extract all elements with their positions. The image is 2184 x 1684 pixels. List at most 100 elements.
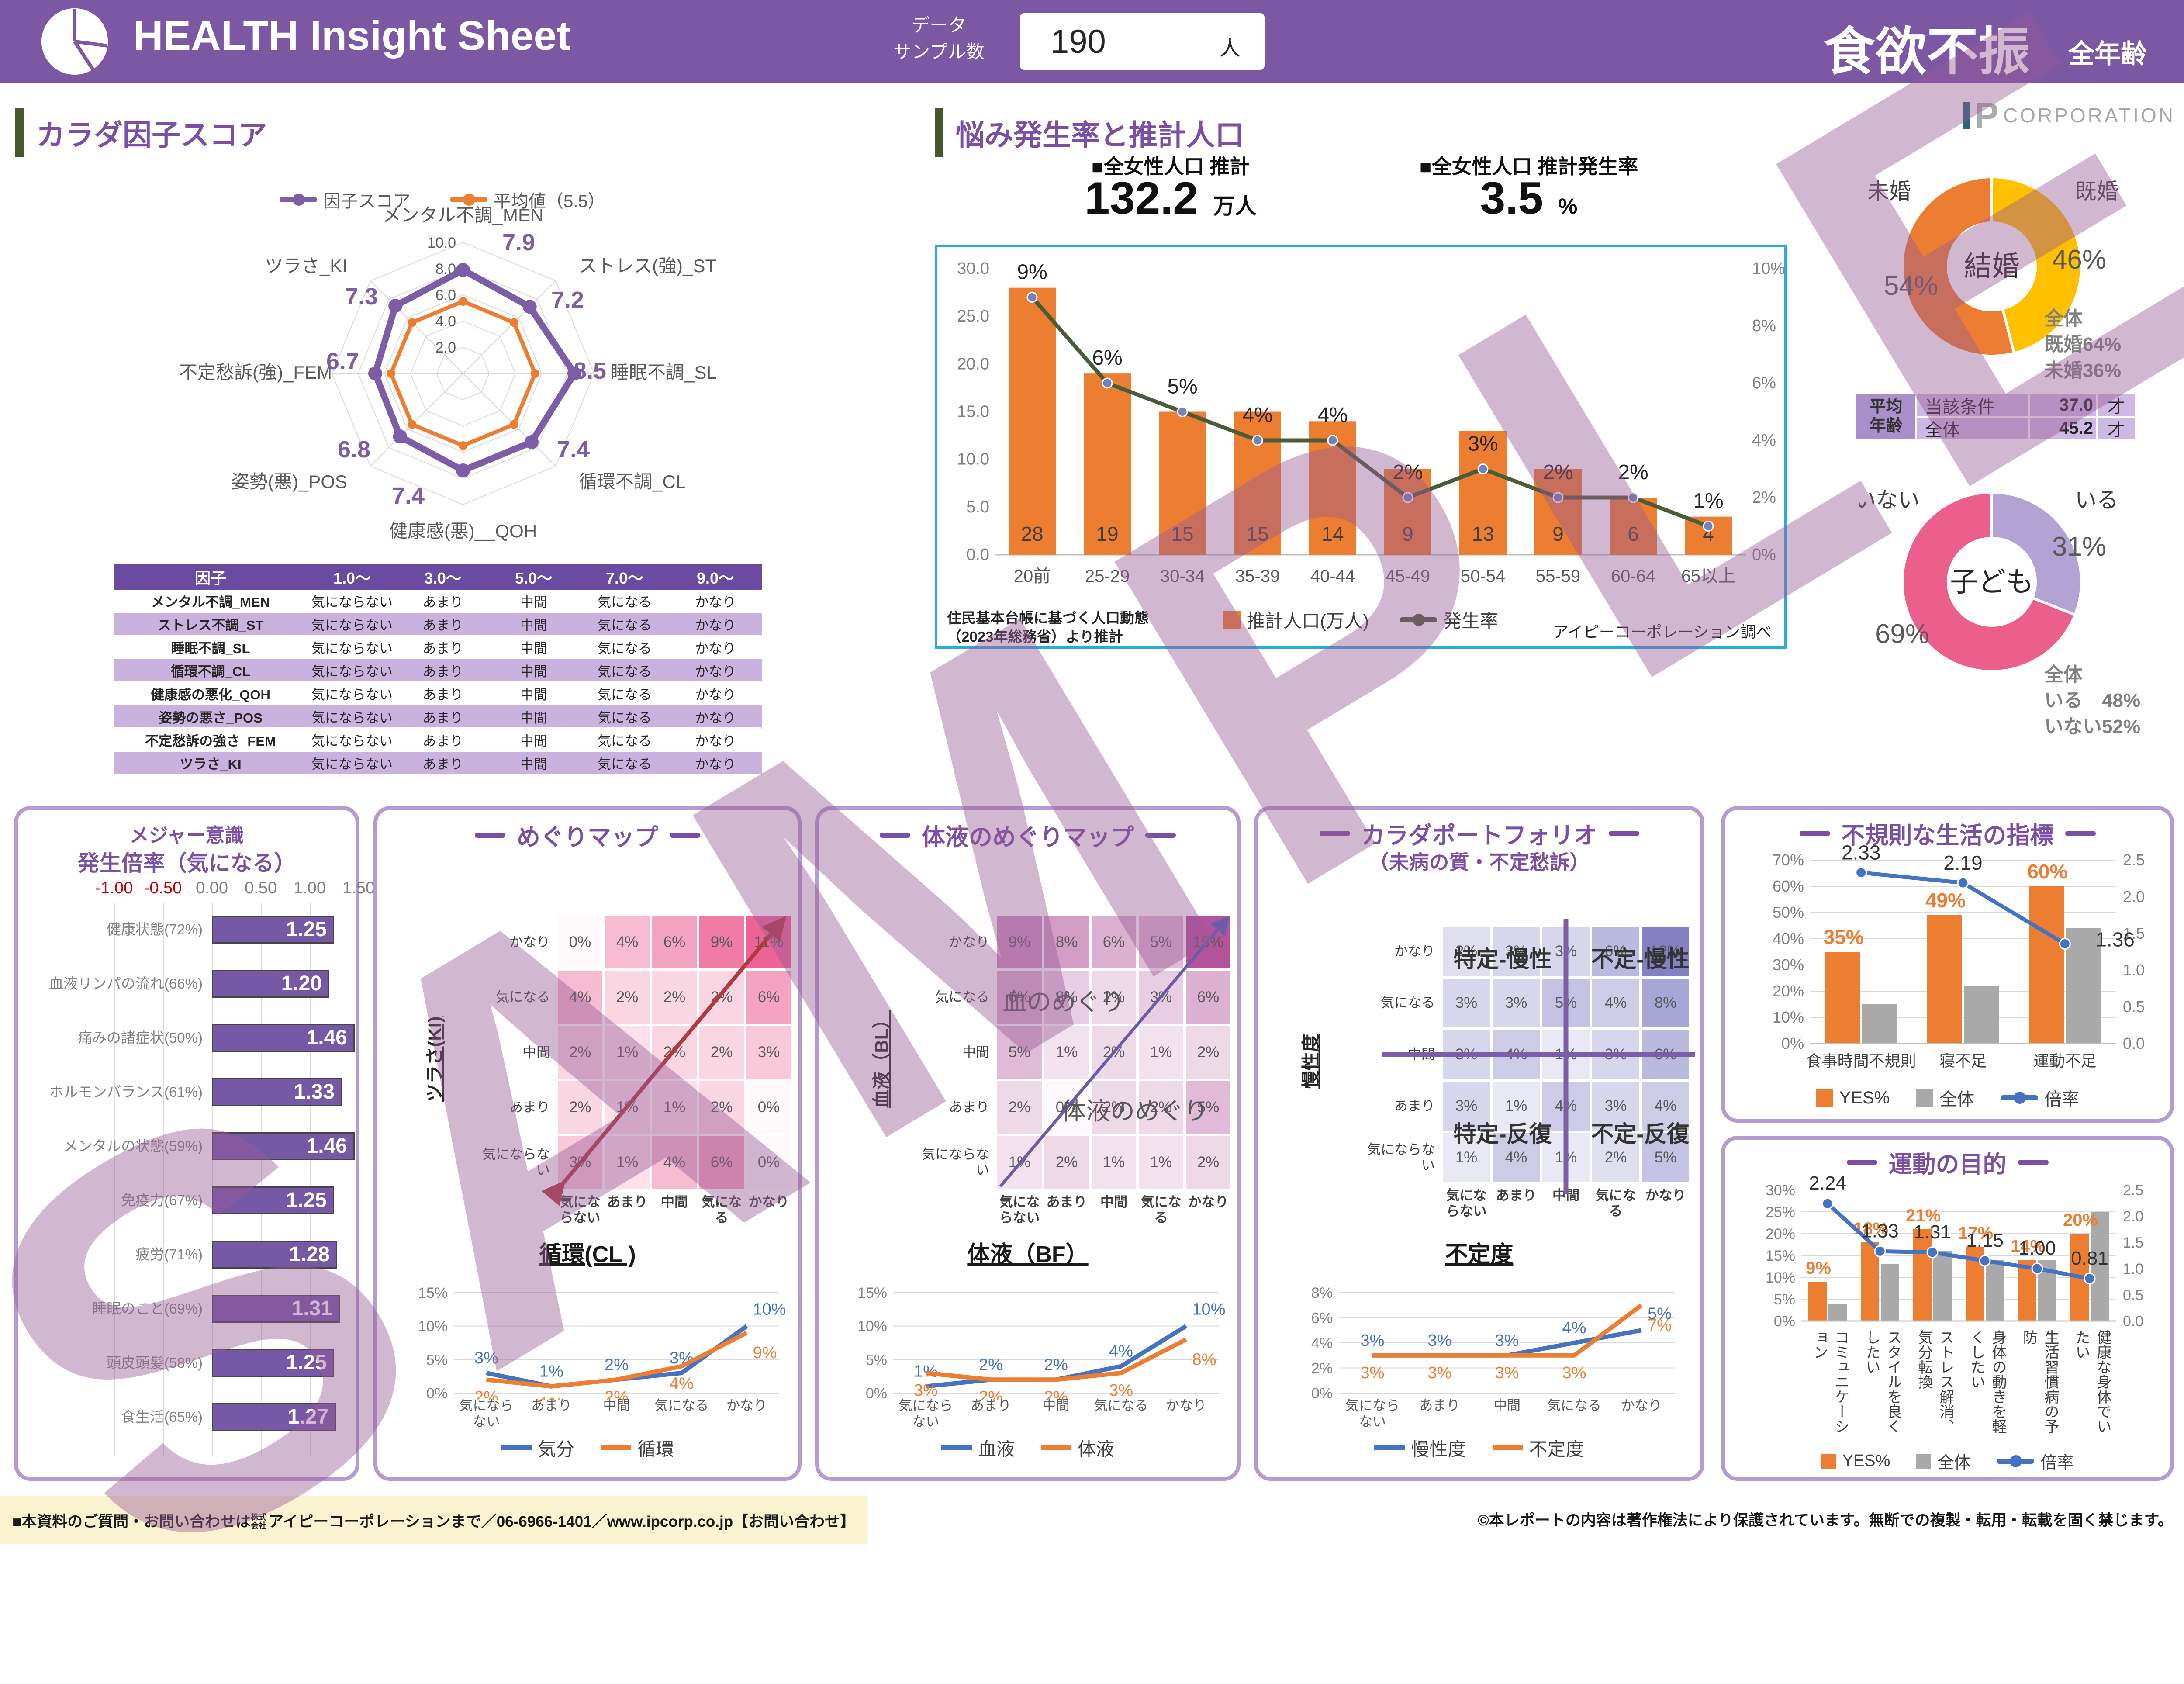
line-pct-label: 6% <box>1092 346 1122 370</box>
heatmap-row-label: かなり <box>949 934 989 950</box>
table-header-cell: 3.0～ <box>424 569 462 587</box>
yes-bar <box>1825 952 1860 1044</box>
line-y-tick: 4% <box>1311 1335 1333 1352</box>
line-point-label: 8% <box>1192 1350 1216 1369</box>
line-swatch <box>1399 613 1437 626</box>
right-axis-tick: 2% <box>1752 488 1776 507</box>
heatmap-cell: 6% <box>1591 926 1641 977</box>
bar-value-label: 1.25 <box>286 1351 327 1374</box>
heatmap-row-label: あまり <box>509 1100 550 1115</box>
heatmap-cell: 3% <box>1491 926 1541 977</box>
right-axis-tick: 0% <box>1752 546 1776 564</box>
left-tick: 0% <box>1781 1034 1804 1052</box>
all-bar <box>1862 1004 1897 1044</box>
heatmap-cell: 2% <box>1591 1132 1641 1183</box>
factor-scale-cell: あまり <box>397 590 488 613</box>
radar-axis-label: ツラさ_KI <box>265 256 347 276</box>
bar-value-label: 1.46 <box>306 1134 347 1158</box>
line-x-category: あまり <box>531 1398 572 1413</box>
factor-table-row: 睡眠不調_SL 気にならない あまり 中間 気になる かなり <box>114 636 762 659</box>
radar-tick: 4.0 <box>435 313 456 330</box>
factor-scale-cell: あまり <box>397 613 488 636</box>
heatmap-cell: 2% <box>698 1025 745 1080</box>
radar-axis-label: 不定愁訴(強)_FEM <box>179 362 332 383</box>
line-point-label: 7% <box>1648 1316 1672 1335</box>
major-hbar-chart: -1.00 -0.50 0.00 0.50 1.00 1.50 健康状態(72%) 1.25 血… <box>18 810 375 1477</box>
heatmap-cell: 4% <box>651 1135 698 1190</box>
slice-label: 既婚 <box>2075 179 2118 204</box>
heatmap-cell: 1% <box>1090 1135 1137 1190</box>
line-pct-label: 2% <box>1393 461 1423 484</box>
right-tick: 2.0 <box>2123 888 2145 906</box>
factor-scale-cell: かなり <box>670 590 761 613</box>
ratio-label: 1.36 <box>2095 928 2135 951</box>
heatmap-cell: 0% <box>745 1080 792 1135</box>
heatmap-cell: 1% <box>1137 1025 1185 1080</box>
score-line-swatch <box>280 194 317 206</box>
line-point-label: 3% <box>474 1349 498 1367</box>
population-bar <box>1009 287 1056 555</box>
panel-major-awareness: メジャー意識 発生倍率（気になる） -1.00 -0.50 0.00 0.50 1.00… <box>14 806 375 1481</box>
category-label: 健康状態(72%) <box>106 921 203 938</box>
heatmap-cell: 12% <box>1641 926 1690 977</box>
factor-name-cell: 循環不調_CL <box>114 659 307 682</box>
x-category-label: 35-39 <box>1235 567 1280 586</box>
population-bar-line-chart: 0.0 5.0 10.0 15.0 20.0 25.0 30.0 0% 2% 4% 6% 8% 10% 2… <box>957 259 1784 586</box>
heatmap-cell: 2% <box>1441 926 1491 977</box>
factor-scale-cell: 気にならない <box>307 752 397 775</box>
heatmap-col-label: 気にならない <box>560 1194 601 1225</box>
factor-scale-cell: かなり <box>670 613 761 636</box>
factor-scale-cell: あまり <box>397 636 488 659</box>
yes-label: 35% <box>1824 926 1864 948</box>
table-header-cell: 5.0～ <box>515 569 553 587</box>
meguri-line-legend: 気分 循環 <box>377 1435 798 1461</box>
population-source-note: 住民基本台帳に基づく人口動態 （2023年総務省）より推計 <box>947 610 1149 645</box>
line-x-category: 気になる <box>1547 1398 1601 1413</box>
line-x-category: あまり <box>971 1398 1011 1413</box>
line-point-label: 4% <box>1109 1342 1133 1361</box>
factor-scale-cell: 気にならない <box>307 590 397 613</box>
heatmap-cell: 2% <box>698 1080 745 1135</box>
left-tick: 0% <box>1774 1313 1795 1330</box>
factor-scale-cell: かなり <box>670 682 761 705</box>
heatmap-cell: 4% <box>1491 1132 1541 1183</box>
x-category-label: 55-59 <box>1536 567 1580 586</box>
population-bar <box>1084 373 1131 555</box>
line-x-category: かなり <box>1166 1398 1206 1413</box>
factor-scale-cell: 中間 <box>488 590 579 613</box>
right-tick: 2.5 <box>2123 851 2145 869</box>
right-tick: 2.5 <box>2123 1182 2143 1199</box>
meguri-line-chart: 15%10%5%0%3%1%2%3%10%2%1%2%4%9% <box>418 1285 786 1400</box>
line-point-label: 9% <box>753 1344 777 1362</box>
radar-value-label: 8.5 <box>574 358 606 384</box>
line-x-category: 気にならない <box>1345 1398 1400 1430</box>
line-point-label: 3% <box>1361 1364 1385 1382</box>
yes-label: 9% <box>1806 1259 1831 1278</box>
left-axis-tick: 30.0 <box>957 259 989 278</box>
factor-scale-cell: 中間 <box>488 682 579 705</box>
table-header-cell: 1.0～ <box>333 569 371 587</box>
left-tick: 5% <box>1774 1291 1795 1308</box>
line-point-label: 3% <box>1428 1364 1452 1382</box>
heatmap-cell: 2% <box>996 1080 1043 1135</box>
category-label: 血液リンパの流れ(66%) <box>48 975 203 992</box>
sample-size-label: データ サンプル数 <box>893 15 985 62</box>
footer-contact-text: ■本資料のご質問・お問い合わせは株式会社 アイピーコーポレーションまで／06-69… <box>12 1512 856 1530</box>
factor-scale-cell: かなり <box>670 729 761 752</box>
irregular-legend: YES% 全体 倍率 <box>1725 1085 2170 1110</box>
yes-label: 18% <box>1853 1219 1888 1238</box>
stat2-label: ■全女性人口 推計発生率 <box>1419 155 1638 178</box>
bar-value-label: 1.20 <box>281 972 322 995</box>
heatmap-row-label: かなり <box>509 934 550 950</box>
factor-scale-cell: 気になる <box>579 729 670 752</box>
line-x-category: 中間 <box>603 1398 630 1413</box>
radar-tick: 10.0 <box>427 235 456 251</box>
factor-scale-cell: あまり <box>397 705 488 729</box>
heatmap-cell: 2% <box>698 970 745 1025</box>
pie-chart-logo-icon <box>41 8 108 75</box>
radar-axis-label: ストレス(強)_ST <box>579 256 716 276</box>
heatmap-cell: 3% <box>1591 1080 1641 1132</box>
line-point-label: 2% <box>474 1388 498 1400</box>
factor-scale-cell: あまり <box>397 659 488 682</box>
meguri-title: めぐりマップ <box>377 818 798 852</box>
